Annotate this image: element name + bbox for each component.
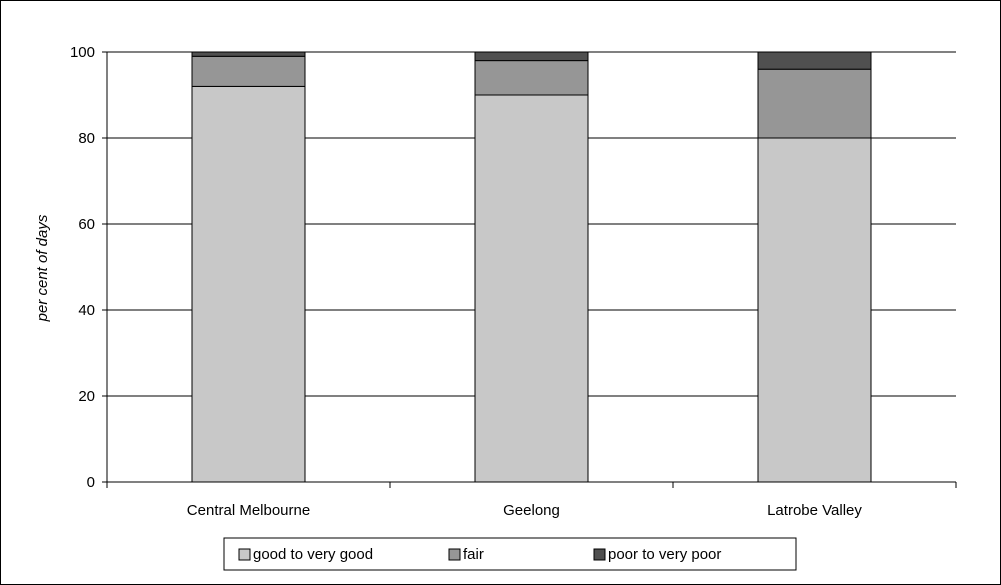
- bar-0-fair: [191, 55, 306, 87]
- legend: good to very good fair poor to very poor: [223, 537, 797, 571]
- x-tick-label-2: Latrobe Valley: [767, 502, 862, 519]
- bar-2-poor-to-very-poor: [757, 51, 872, 70]
- y-tick-label-60: 60: [78, 216, 95, 233]
- bar-1-poor-to-very-poor: [474, 51, 589, 62]
- x-tick-label-0: Central Melbourne: [187, 502, 310, 519]
- legend-label-fair: fair: [463, 546, 484, 563]
- legend-box: [223, 537, 797, 571]
- bar-2-fair: [757, 68, 872, 139]
- y-axis-title: per cent of days: [34, 214, 51, 322]
- bar-1-fair: [474, 60, 589, 96]
- bar-1-good-to-very-good: [474, 94, 589, 483]
- legend-label-poor-to-very-poor: poor to very poor: [608, 546, 721, 563]
- bars: [191, 51, 872, 483]
- y-tick-label-0: 0: [87, 474, 95, 491]
- y-tick-label-80: 80: [78, 130, 95, 147]
- legend-swatch-good-to-very-good: [238, 548, 251, 561]
- legend-swatch-fair: [448, 548, 461, 561]
- bar-0-good-to-very-good: [191, 85, 306, 483]
- bar-2-good-to-very-good: [757, 137, 872, 483]
- legend-swatch-poor-to-very-poor: [593, 548, 606, 561]
- y-tick-label-100: 100: [70, 44, 95, 61]
- y-tick-label-40: 40: [78, 302, 95, 319]
- legend-label-good-to-very-good: good to very good: [253, 546, 373, 563]
- bar-0-poor-to-very-poor: [191, 51, 306, 57]
- x-tick-label-1: Geelong: [503, 502, 560, 519]
- axes: 0 20 40 60 80 100 Central Melbourne Geelong Latr…: [70, 44, 957, 519]
- y-tick-label-20: 20: [78, 388, 95, 405]
